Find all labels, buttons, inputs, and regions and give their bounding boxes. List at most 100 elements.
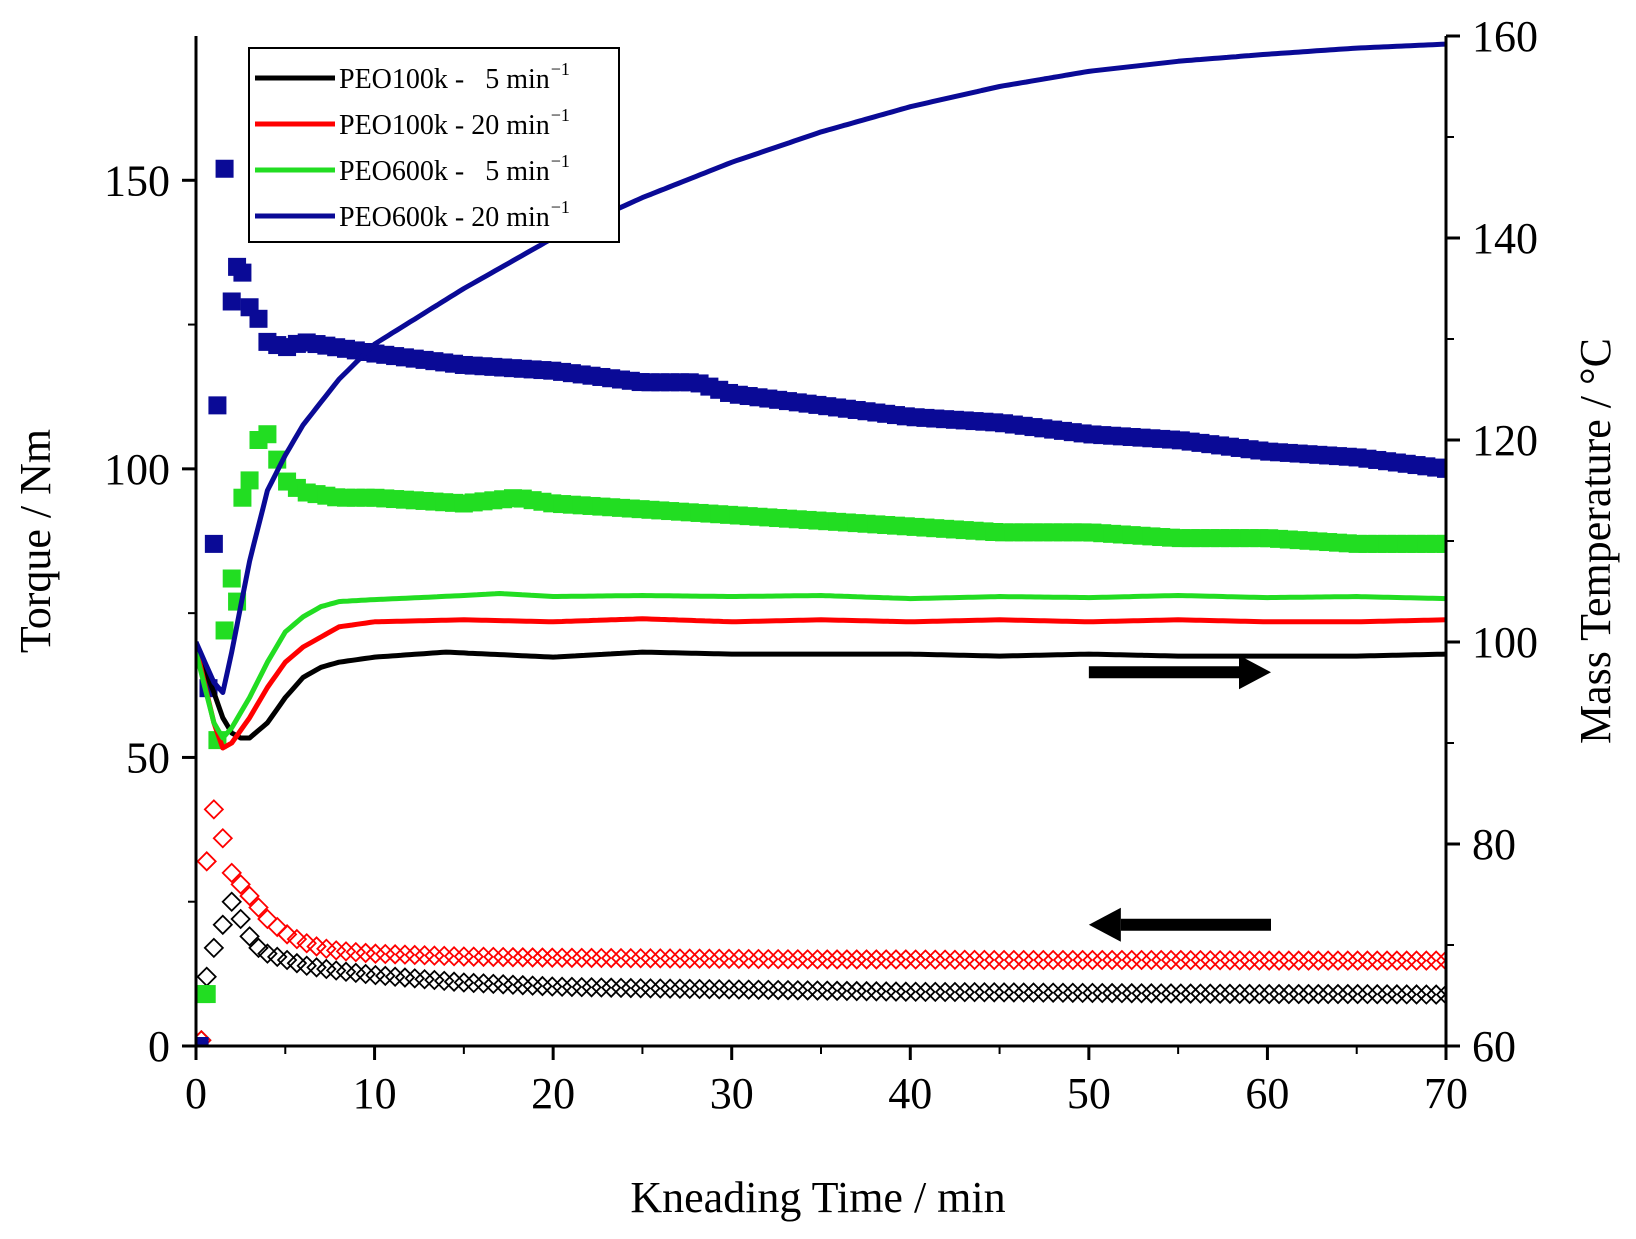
torque-point	[239, 885, 260, 907]
torque-point	[258, 425, 277, 444]
torque-point	[630, 977, 651, 999]
torque-point	[404, 944, 426, 966]
legend-label: PEO100k - 5 min	[339, 64, 550, 95]
torque-point	[925, 949, 946, 970]
torque-point	[414, 945, 435, 966]
torque-point	[836, 949, 858, 970]
temperature-line-peo100k-5-min-1	[196, 646, 1446, 741]
legend-entry-peo600k-20-min: PEO600k - 20 min −1	[255, 197, 570, 233]
torque-point	[974, 981, 995, 1003]
torque-point	[846, 980, 867, 1002]
legend-label: PEO600k - 20 min	[339, 202, 550, 233]
y-left-tick-label: 0	[148, 1022, 170, 1071]
torque-point	[816, 980, 838, 1001]
torque-point	[1366, 950, 1388, 971]
legend-entry-peo100k-5-min: PEO100k - 5 min −1	[255, 59, 570, 95]
torque-point	[453, 972, 475, 993]
torque-point	[1101, 949, 1123, 971]
torque-point	[1258, 950, 1280, 971]
torque-point	[561, 976, 583, 998]
torque-point	[1072, 949, 1093, 971]
torque-point	[375, 965, 396, 987]
torque-point	[944, 981, 966, 1003]
torque-point	[581, 947, 602, 969]
x-tick-label: 30	[710, 1069, 754, 1118]
torque-point	[1150, 983, 1172, 1004]
torque-point	[689, 978, 710, 1000]
torque-series-peo600k-5-min-1	[196, 425, 1446, 1004]
torque-point	[718, 979, 740, 1000]
torque-point	[600, 947, 622, 969]
torque-point	[1160, 983, 1182, 1004]
torque-point	[512, 947, 534, 968]
y-right-tick-label: 100	[1472, 618, 1538, 667]
torque-point	[1249, 950, 1270, 971]
torque-point	[1072, 982, 1093, 1004]
torque-point	[659, 978, 681, 999]
torque-point	[581, 977, 602, 998]
y-axis-left-title: Torque / Nm	[11, 429, 60, 653]
torque-point	[433, 970, 455, 992]
torque-point	[1386, 950, 1408, 971]
torque-series-peo600k-20-min-1	[196, 159, 1446, 1046]
torque-point	[483, 946, 504, 968]
torque-point	[954, 949, 976, 971]
torque-point	[257, 908, 278, 930]
legend-entry-peo100k-20-min: PEO100k - 20 min −1	[255, 105, 570, 141]
torque-point	[610, 947, 632, 969]
torque-point	[915, 981, 936, 1003]
torque-point	[1435, 984, 1446, 1005]
torque-point	[473, 973, 494, 994]
torque-point	[1357, 950, 1378, 971]
torque-point	[1376, 950, 1398, 971]
torque-point	[249, 309, 268, 328]
torque-point	[983, 949, 1005, 971]
torque-point	[1180, 949, 1201, 971]
arrow-left	[1088, 907, 1271, 942]
torque-point	[492, 946, 514, 968]
torque-point	[522, 947, 543, 968]
torque-point	[1327, 983, 1349, 1005]
y-left-tick-label: 150	[104, 156, 170, 205]
torque-point	[424, 969, 445, 991]
torque-point	[1337, 950, 1359, 971]
torque-point	[222, 569, 241, 588]
temperature-line-peo100k-20-min-1	[196, 616, 1446, 751]
torque-point	[993, 949, 1015, 971]
torque-point	[1033, 982, 1054, 1003]
torque-point	[669, 978, 691, 1000]
torque-point	[248, 897, 269, 918]
torque-point	[679, 948, 701, 969]
torque-point	[1052, 949, 1074, 971]
torque-point	[1239, 983, 1260, 1005]
torque-point	[365, 943, 386, 964]
legend-label-superscript: −1	[551, 105, 570, 125]
y-right-tick-label: 60	[1472, 1022, 1516, 1071]
torque-point	[1396, 950, 1417, 971]
torque-point	[620, 947, 642, 969]
torque-point	[1425, 950, 1446, 971]
torque-point	[1200, 949, 1221, 971]
torque-point	[1082, 982, 1103, 1004]
torque-point	[394, 944, 416, 965]
torque-point	[222, 292, 241, 311]
torque-point	[964, 981, 985, 1003]
torque-point	[286, 928, 308, 950]
torque-point	[1170, 983, 1192, 1004]
torque-point	[197, 985, 216, 1004]
torque-point	[699, 948, 720, 969]
torque-point	[1033, 949, 1054, 971]
torque-point	[1101, 982, 1123, 1004]
torque-point	[1317, 983, 1339, 1005]
torque-point	[1278, 983, 1300, 1005]
torque-point	[414, 968, 435, 990]
torque-point	[1150, 949, 1172, 971]
torque-point	[1209, 950, 1231, 971]
torque-point	[248, 937, 269, 959]
x-tick-label: 60	[1245, 1069, 1289, 1118]
arrow-right	[1088, 655, 1271, 690]
torque-point	[1180, 983, 1201, 1004]
torque-point	[738, 979, 759, 1000]
torque-point	[1062, 949, 1084, 971]
torque-point	[895, 981, 917, 1002]
